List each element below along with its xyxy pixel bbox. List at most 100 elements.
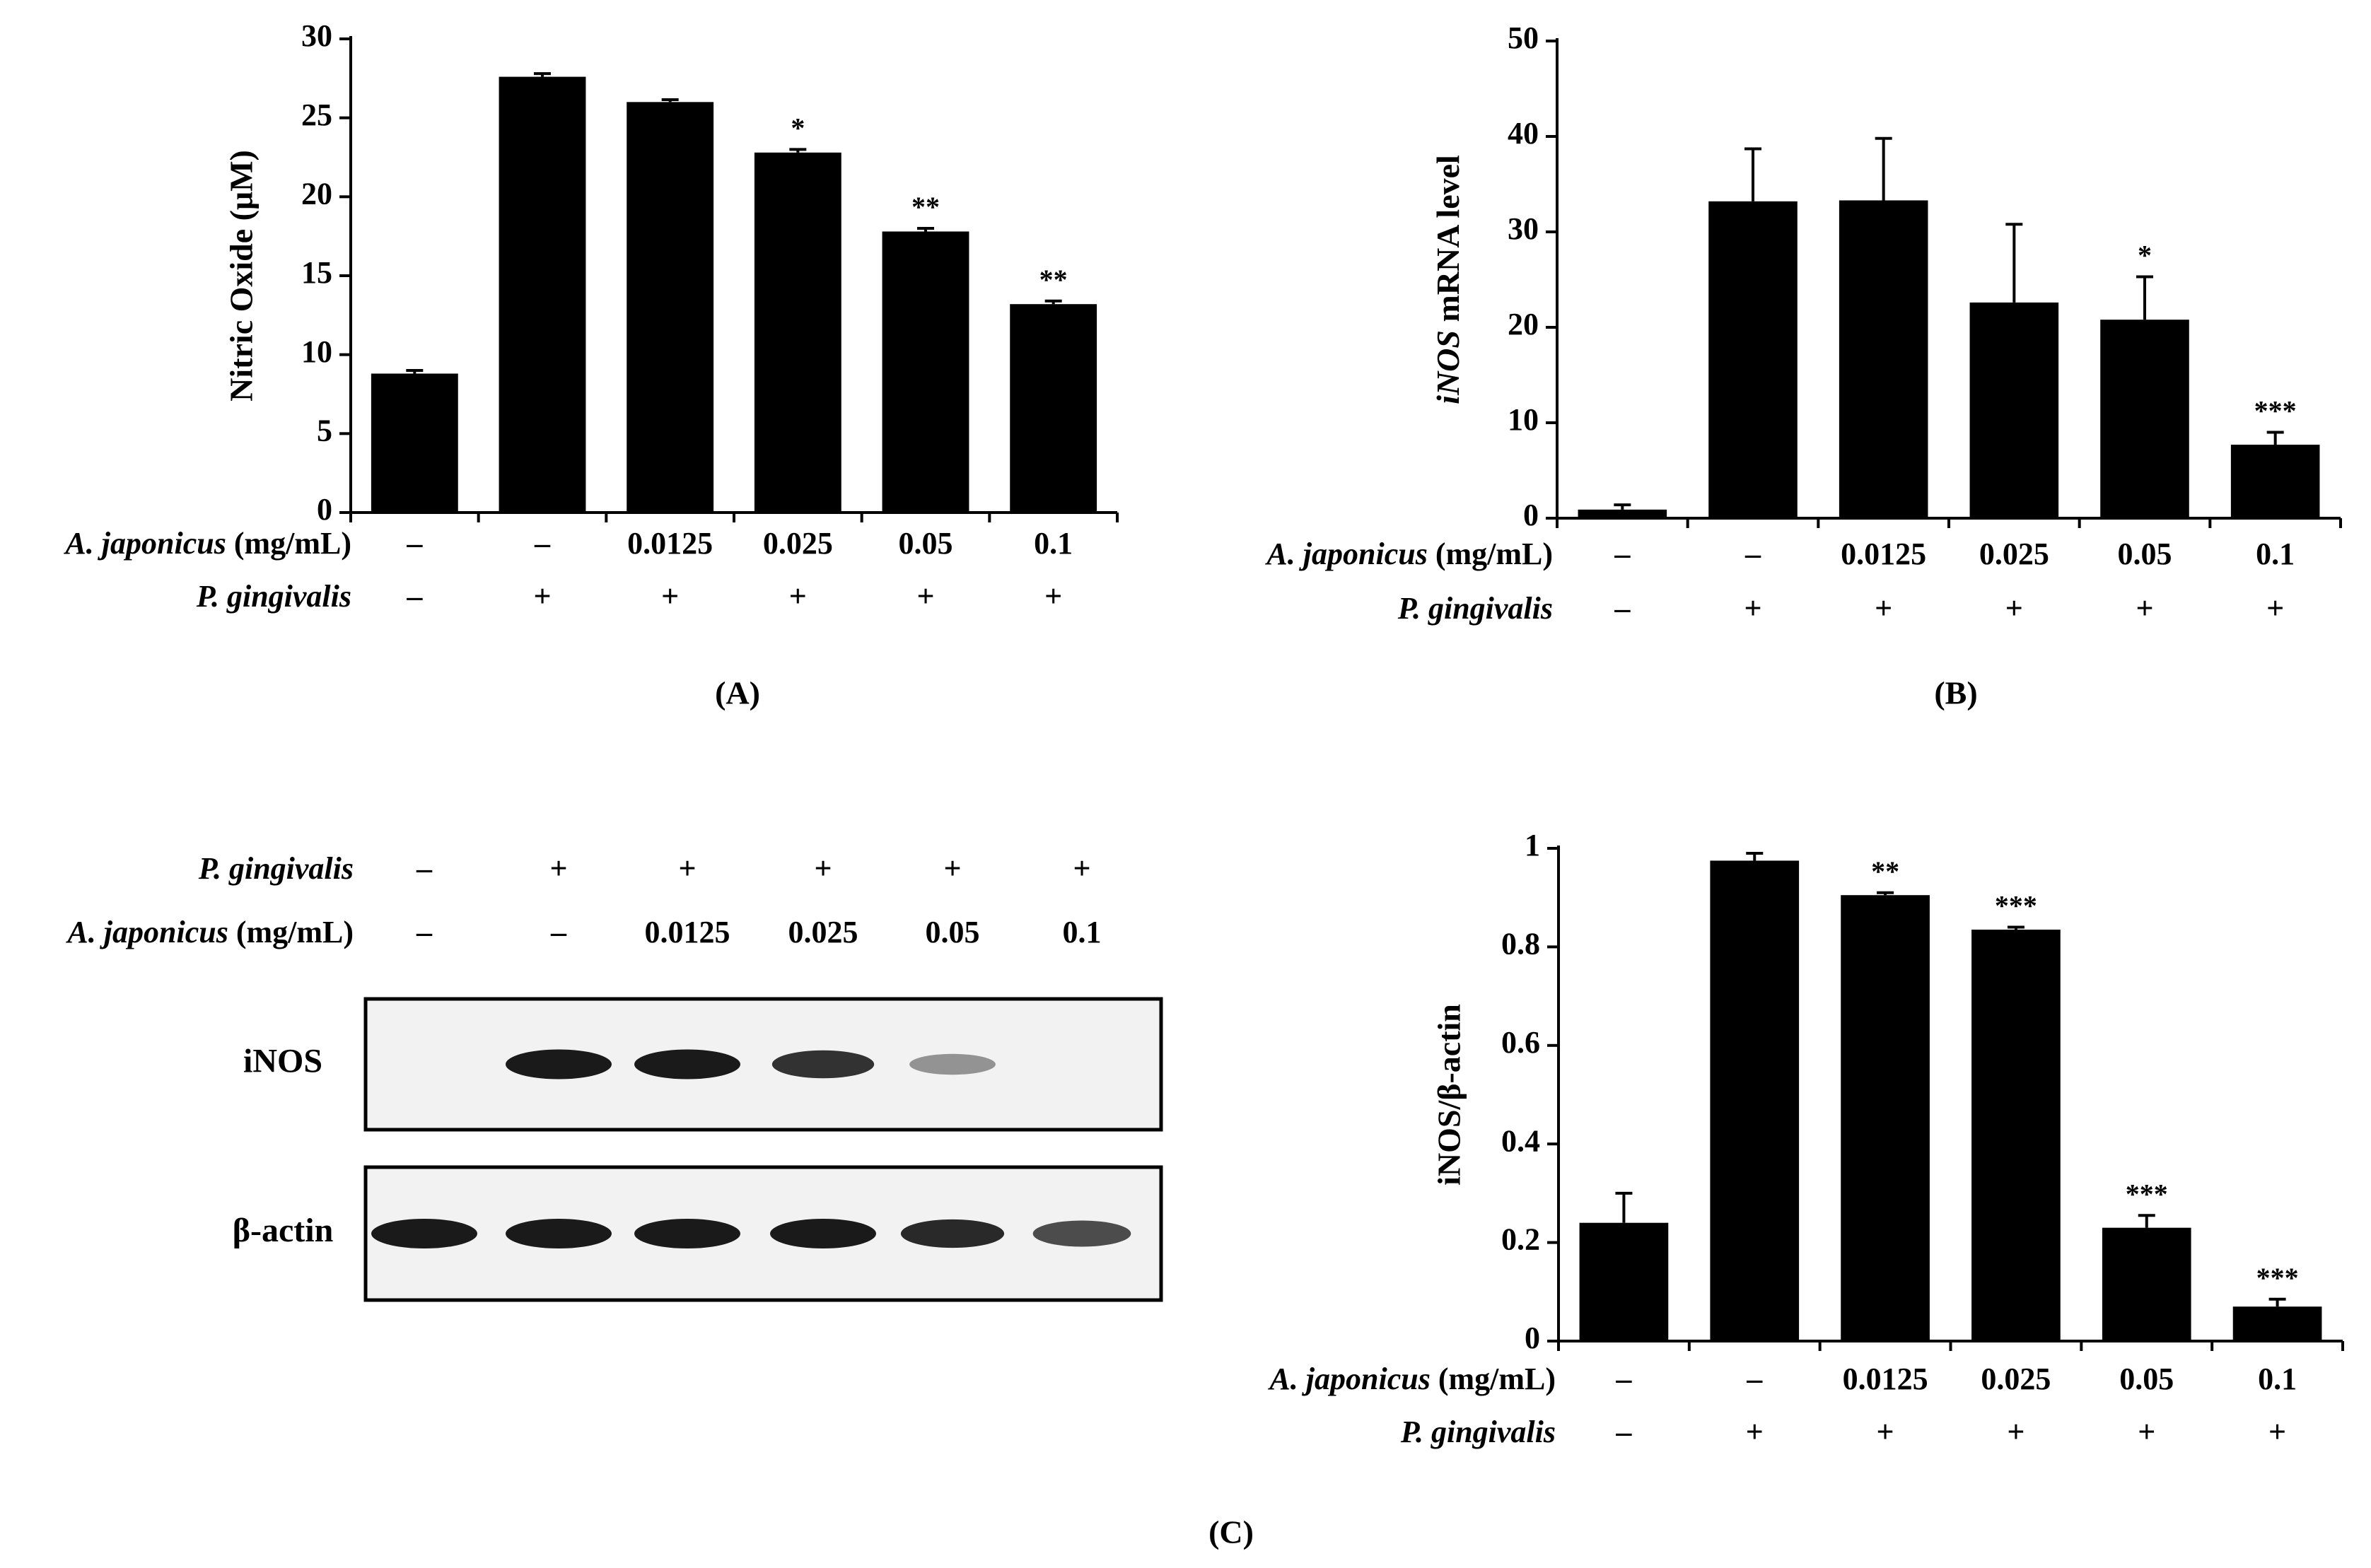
y-tick-label: 0 [317,492,332,527]
y-tick-label: 10 [301,334,332,369]
blot-band [634,1049,740,1080]
condition-label-suffix: (mg/mL) [226,526,351,561]
bar [2230,445,2320,518]
y-tick-label: 30 [301,18,332,53]
condition-value: 0.1 [1034,526,1073,561]
condition-value: – [1615,1415,1632,1449]
bar [882,231,969,513]
condition-label: A. japonicus (mg/mL) [1264,537,1553,571]
blot-band [900,1219,1005,1248]
blot-condition-label-italic: A. japonicus [65,915,228,949]
blot-band [1032,1220,1131,1247]
blot-condition-value: 0.0125 [645,915,730,949]
condition-value: + [1877,1415,1894,1449]
y-axis-label: iNOS/β-actin [1431,1004,1467,1186]
y-axis-label: iNOS mRNA level [1430,155,1466,404]
blot-band [770,1219,876,1248]
condition-value: + [1746,1415,1764,1449]
condition-value: + [916,579,934,614]
y-axis-label-suffix: mRNA level [1430,155,1466,330]
blot-band [506,1049,612,1080]
significance-label: ** [1871,855,1899,887]
y-tick-label: 50 [1508,21,1539,55]
condition-value: 0.025 [1979,537,2049,571]
condition-value: – [1744,537,1761,571]
y-tick-label: 0 [1523,498,1539,532]
y-tick-label: 0 [1525,1321,1540,1355]
condition-value: – [1614,591,1631,626]
blot-frame [363,1165,1163,1302]
y-tick-label: 0.4 [1501,1123,1540,1158]
blot-condition-label-italic: P. gingivalis [198,851,354,886]
condition-label: P. gingivalis [1397,591,1553,626]
blot-condition-value: + [1073,851,1090,886]
y-tick-label: 20 [301,176,332,211]
blot-condition-label-suffix: (mg/mL) [228,915,354,949]
condition-label-suffix: (mg/mL) [1431,1362,1556,1396]
condition-value: + [2138,1415,2155,1449]
condition-value: 0.0125 [1843,1362,1928,1396]
condition-value: 0.0125 [627,526,713,561]
blot-condition-value: 0.025 [788,915,858,949]
condition-value: + [2136,591,2153,626]
bar [1971,930,2061,1341]
blot-row-label: β-actin [233,1212,334,1249]
blot-condition-value: + [678,851,696,886]
y-axis-label-italic: iNOS [1430,330,1466,404]
condition-value: 0.025 [1981,1362,2051,1396]
condition-value: – [1615,1362,1632,1396]
condition-value: + [2005,591,2023,626]
condition-label-italic: A. japonicus [63,526,226,561]
bar [2232,1306,2322,1341]
condition-value: 0.05 [899,526,953,561]
blot-condition-value: + [814,851,832,886]
y-tick-label: 15 [301,255,332,290]
bar [499,76,586,513]
condition-value: + [533,579,551,614]
condition-label-italic: A. japonicus [1264,537,1427,571]
bar [1579,1222,1669,1341]
condition-label-italic: P. gingivalis [196,579,351,614]
blot-band [771,1050,875,1079]
bar [2100,320,2189,518]
bar [1010,304,1097,513]
y-tick-label: 30 [1508,211,1539,246]
significance-label: *** [2256,1262,2299,1294]
panel-label: (C) [1208,1514,1254,1550]
condition-value: + [661,579,679,614]
blot-band [506,1219,612,1248]
significance-label: * [791,112,805,144]
condition-value: 0.0125 [1841,537,1926,571]
condition-value: + [1875,591,1892,626]
condition-label: A. japonicus (mg/mL) [63,526,351,561]
blot-condition-value: – [416,851,433,886]
y-tick-label: 1 [1525,828,1540,862]
blot-condition-value: – [416,915,433,949]
condition-value: + [789,579,807,614]
condition-value: 0.025 [763,526,833,561]
condition-value: + [2007,1415,2025,1449]
blot-band [909,1053,996,1075]
panel-label: (B) [1934,675,1977,711]
condition-label-suffix: (mg/mL) [1428,537,1553,571]
chart-2: 00.20.40.60.81***********iNOS/β-actinA. … [1208,828,2344,1550]
western-blot: P. gingivalis – + + + + + A. japonicus (mg/mL) –… [65,851,1163,1302]
blot-band [634,1219,740,1248]
blot-frame [363,997,1163,1132]
condition-label-italic: A. japonicus [1267,1362,1430,1396]
significance-label: ** [911,191,940,223]
bar [371,373,458,513]
y-tick-label: 0.6 [1501,1025,1540,1060]
y-tick-label: 0.2 [1501,1222,1540,1257]
y-tick-label: 5 [317,413,332,447]
significance-label: *** [1995,890,2037,922]
condition-value: – [1746,1362,1763,1396]
condition-value: 0.1 [2256,537,2295,571]
condition-label-italic: P. gingivalis [1397,591,1553,626]
condition-value: 0.1 [2258,1362,2297,1396]
y-tick-label: 10 [1508,402,1539,437]
condition-value: – [406,579,423,614]
bar [1839,200,1928,518]
